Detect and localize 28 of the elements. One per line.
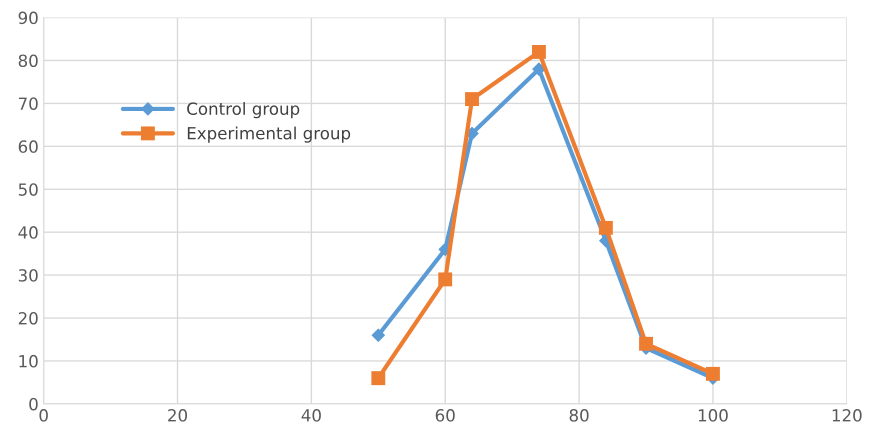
point [532,62,546,76]
y-tick-label: 80 [18,54,38,68]
y-tick-label: 70 [18,97,38,110]
point [371,371,386,386]
y-tick-label: 0 [29,398,38,410]
x-tick-label: 120 [832,409,862,422]
x-tick-label: 80 [570,409,589,422]
y-tick-label: 90 [18,12,38,24]
point [639,336,653,351]
point [465,92,479,106]
x-tick-label: 20 [168,409,188,422]
legend-label: Control group [187,102,300,118]
y-tick-label: 30 [18,269,38,282]
y-tick-label: 20 [18,312,38,325]
x-tick-label: 40 [302,409,321,422]
x-tick-label: 60 [436,409,455,422]
y-tick-label: 50 [18,183,38,196]
y-tick-label: 10 [19,354,38,368]
y-tick-label: 60 [18,140,38,153]
x-tick-label: 100 [698,409,728,422]
point [706,366,720,381]
point [532,44,546,59]
y-tick-label: 40 [18,226,38,239]
point [438,272,452,286]
legend-label: Experimental group [188,126,350,143]
x-tick-label: 0 [39,409,48,422]
point [598,220,613,235]
point [371,328,386,342]
